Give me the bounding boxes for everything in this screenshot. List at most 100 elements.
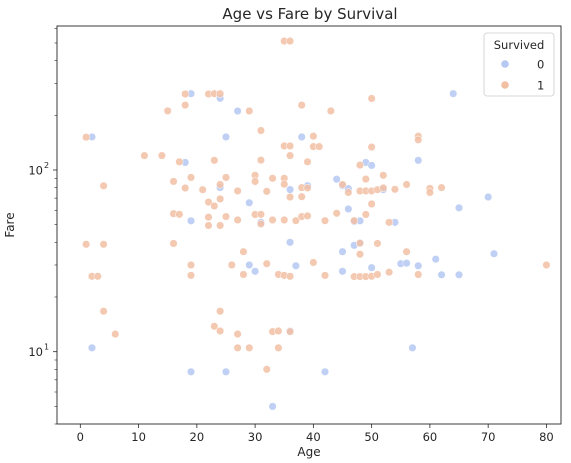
y-tick-label: 10: [28, 345, 43, 359]
data-point: [367, 143, 376, 152]
data-point: [245, 106, 254, 115]
x-axis-label: Age: [297, 445, 320, 459]
data-point: [175, 157, 184, 166]
data-point: [338, 180, 347, 189]
series-1: [82, 37, 551, 374]
data-point: [286, 185, 295, 194]
data-point: [286, 238, 295, 247]
legend-marker: [501, 81, 509, 89]
data-point: [286, 327, 295, 336]
data-point: [355, 250, 365, 259]
x-tick-label: 80: [539, 430, 554, 444]
data-point: [350, 216, 359, 225]
legend-label: 0: [537, 58, 544, 72]
data-point: [181, 183, 190, 193]
data-point: [408, 343, 417, 352]
x-tick-label: 10: [131, 430, 146, 444]
data-point: [454, 203, 464, 212]
data-point: [169, 239, 178, 248]
data-point: [99, 307, 108, 316]
x-tick-label: 30: [248, 430, 263, 444]
data-point: [320, 216, 330, 225]
legend-title: Survived: [494, 38, 545, 52]
data-point: [361, 175, 370, 184]
data-point: [256, 126, 265, 135]
data-point: [309, 132, 318, 141]
data-point: [338, 267, 347, 276]
data-point: [303, 157, 312, 166]
data-point: [274, 326, 283, 336]
data-point: [414, 135, 423, 144]
data-point: [344, 188, 353, 197]
data-point: [315, 142, 324, 151]
data-point: [268, 174, 277, 183]
data-point: [210, 322, 219, 331]
data-point: [204, 213, 213, 222]
data-point: [186, 367, 196, 376]
data-point: [186, 173, 196, 182]
data-point: [297, 192, 306, 201]
data-point: [262, 187, 271, 196]
data-point: [181, 101, 190, 110]
data-point: [402, 180, 411, 189]
data-point: [449, 89, 458, 98]
x-tick-label: 50: [364, 430, 379, 444]
data-point: [286, 141, 295, 151]
x-tick-label: 20: [190, 430, 205, 444]
data-point: [256, 219, 265, 228]
data-point: [326, 106, 335, 115]
data-point: [303, 211, 312, 220]
data-point: [484, 192, 493, 202]
data-point: [320, 367, 330, 376]
data-point: [297, 132, 306, 141]
data-point: [175, 210, 184, 219]
data-point: [93, 272, 102, 281]
data-point: [385, 268, 394, 277]
data-point: [245, 198, 254, 207]
data-point: [437, 270, 446, 279]
data-point: [303, 183, 312, 192]
data-point: [221, 367, 231, 376]
data-point: [361, 210, 370, 219]
data-point: [251, 267, 260, 276]
data-point: [355, 161, 365, 170]
y-axis-label: Fare: [3, 212, 17, 237]
data-point: [379, 171, 388, 180]
data-point: [233, 107, 242, 116]
legend-box: [483, 32, 555, 97]
data-point: [355, 239, 365, 248]
data-point: [297, 101, 306, 110]
data-point: [256, 156, 265, 165]
data-point: [140, 151, 149, 160]
data-point: [425, 188, 434, 197]
data-point: [99, 181, 108, 190]
plot-area: [57, 26, 561, 424]
y-tick-label: 10: [28, 163, 43, 177]
data-point: [216, 180, 225, 189]
data-point: [367, 263, 376, 272]
data-point: [256, 210, 265, 219]
data-point: [245, 343, 254, 352]
data-point: [367, 199, 376, 209]
legend-label: 1: [537, 79, 544, 93]
data-point: [82, 240, 91, 249]
data-point: [227, 260, 236, 270]
data-point: [402, 247, 411, 256]
data-point: [216, 326, 225, 336]
x-tick-label: 0: [77, 430, 84, 444]
x-tick-label: 40: [306, 430, 321, 444]
legend-marker: [501, 60, 509, 68]
data-point: [291, 216, 300, 225]
data-point: [286, 272, 295, 281]
data-point: [186, 216, 196, 225]
data-point: [367, 94, 376, 103]
data-point: [210, 201, 219, 210]
data-points: [82, 37, 551, 411]
data-point: [286, 151, 295, 160]
chart-title: Age vs Fare by Survival: [222, 5, 397, 23]
data-point: [181, 89, 190, 99]
data-point: [542, 260, 551, 270]
data-point: [385, 218, 394, 227]
legend: Survived 0 1: [483, 32, 555, 97]
data-point: [210, 156, 219, 165]
